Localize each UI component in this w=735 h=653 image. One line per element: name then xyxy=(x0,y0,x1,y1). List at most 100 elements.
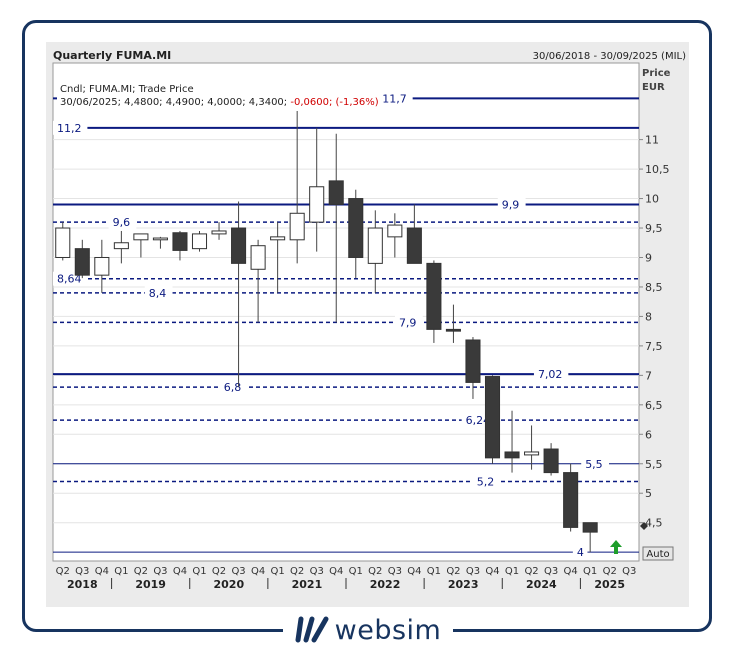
bull-candle xyxy=(250,245,266,270)
bull-candle xyxy=(94,256,110,276)
x-quarter-label: Q3 xyxy=(75,566,89,577)
x-quarter-label: Q1 xyxy=(271,566,285,577)
x-quarter-label: Q2 xyxy=(290,566,304,577)
x-quarter-label: Q2 xyxy=(603,566,617,577)
level-label: 11,2 xyxy=(57,122,82,135)
bear-candle xyxy=(348,198,364,258)
y-tick-label: 8,5 xyxy=(645,281,663,294)
level-label: 7,9 xyxy=(399,316,417,329)
legend-box xyxy=(57,81,379,111)
x-quarter-label: Q3 xyxy=(388,566,402,577)
auto-scale-label: Auto xyxy=(646,549,669,560)
level-label-bg xyxy=(378,91,413,106)
bull-candle xyxy=(55,227,71,258)
level-label-bg xyxy=(219,380,248,395)
y-tick-label: 6,5 xyxy=(645,399,663,412)
last-price-marker-icon xyxy=(640,522,648,530)
websim-logo-text: websim xyxy=(334,614,442,646)
last-bar-ohlc: 30/06/2025; 4,4800; 4,4900; 4,0000; 4,34… xyxy=(60,97,287,108)
x-year-label: 2024 xyxy=(526,578,557,591)
level-label: 9,9 xyxy=(502,198,520,211)
x-quarter-label: Q2 xyxy=(368,566,382,577)
bull-candle xyxy=(524,451,540,456)
x-quarter-label: Q3 xyxy=(466,566,480,577)
x-year-label: 2019 xyxy=(135,578,166,591)
level-label: 7,02 xyxy=(538,368,563,381)
x-quarter-label: Q1 xyxy=(192,566,206,577)
bull-candle xyxy=(191,233,208,250)
x-quarter-label: Q3 xyxy=(310,566,324,577)
level-label-bg xyxy=(533,367,569,382)
bear-candle xyxy=(172,232,188,251)
bear-candle xyxy=(445,328,461,332)
x-quarter-label: Q2 xyxy=(524,566,538,577)
y-tick-label: 11 xyxy=(645,134,659,147)
level-label: 4 xyxy=(577,546,584,559)
bull-candle xyxy=(289,212,305,241)
x-quarter-label: Q3 xyxy=(544,566,558,577)
bull-candle xyxy=(270,236,286,241)
level-label-bg xyxy=(53,120,88,135)
level-label: 6,8 xyxy=(224,381,242,394)
level-label: 8,4 xyxy=(149,287,167,300)
bear-candle xyxy=(465,339,481,383)
bear-candle xyxy=(406,227,422,264)
x-quarter-label: Q3 xyxy=(622,566,636,577)
level-label-bg xyxy=(108,215,137,230)
level-label-bg xyxy=(144,285,173,300)
x-year-label: 2023 xyxy=(448,578,479,591)
x-quarter-label: Q1 xyxy=(114,566,128,577)
level-label: 5,5 xyxy=(585,458,603,471)
y-tick-label: 8 xyxy=(645,310,652,323)
x-year-label: 2021 xyxy=(292,578,323,591)
last-bar-change: -0,0600; (-1,36%) xyxy=(290,97,378,108)
level-label-bg xyxy=(472,474,501,489)
bear-candle xyxy=(74,248,90,276)
x-quarter-label: Q1 xyxy=(505,566,519,577)
bull-candle xyxy=(133,233,149,241)
x-quarter-label: Q4 xyxy=(95,566,109,577)
up-arrow-icon xyxy=(610,540,622,554)
bear-candle xyxy=(328,180,344,205)
y-tick-label: 5,5 xyxy=(645,458,663,471)
x-year-label: 2020 xyxy=(213,578,244,591)
series-label: Cndl; FUMA.MI; Trade Price xyxy=(60,84,194,95)
level-label-bg xyxy=(581,456,609,471)
x-year-label: 2025 xyxy=(594,578,625,591)
y-tick-label: 7,5 xyxy=(645,340,663,353)
bear-candle xyxy=(563,472,579,528)
x-quarter-label: Q4 xyxy=(485,566,499,577)
bear-candle xyxy=(426,262,442,330)
bull-candle xyxy=(211,230,227,235)
x-axis: Q2 Q3 Q4 Q1 Q2 Q3 Q4 Q1 Q2 Q3 Q4 Q1 Q2 Q3 Q4 Q1 Q2 Q3 Q4 Q1… xyxy=(56,566,637,591)
bull-candle xyxy=(309,186,325,223)
y-tick-label: 4,5 xyxy=(645,517,663,530)
plot-area xyxy=(52,62,640,562)
websim-logo-icon xyxy=(295,616,329,643)
x-quarter-label: Q1 xyxy=(427,566,441,577)
level-label: 11,7 xyxy=(382,92,407,105)
level-label-bg xyxy=(394,315,423,330)
x-quarter-label: Q2 xyxy=(56,566,70,577)
x-year-label: 2018 xyxy=(67,578,98,591)
level-label-bg xyxy=(572,545,588,560)
bull-candle xyxy=(152,237,168,241)
level-label: 8,64 xyxy=(57,273,82,286)
y-tick-label: 7 xyxy=(645,369,652,382)
bear-candle xyxy=(504,451,520,459)
y-tick-label: 6 xyxy=(645,428,652,441)
date-range: 30/06/2018 - 30/09/2025 (MIL) xyxy=(533,51,686,62)
x-quarter-label: Q4 xyxy=(329,566,343,577)
chart-title: Quarterly FUMA.MI xyxy=(53,49,171,62)
x-quarter-label: Q2 xyxy=(446,566,460,577)
x-quarter-label: Q1 xyxy=(583,566,597,577)
auto-scale-button[interactable]: Auto xyxy=(642,546,674,561)
price-axis-title: Price xyxy=(642,68,671,79)
level-label: 6,24 xyxy=(466,414,491,427)
bear-candle xyxy=(231,227,247,264)
level-label: 9,6 xyxy=(113,216,131,229)
x-quarter-label: Q4 xyxy=(564,566,578,577)
y-tick-label: 10,5 xyxy=(645,163,670,176)
level-label: 5,2 xyxy=(477,475,495,488)
